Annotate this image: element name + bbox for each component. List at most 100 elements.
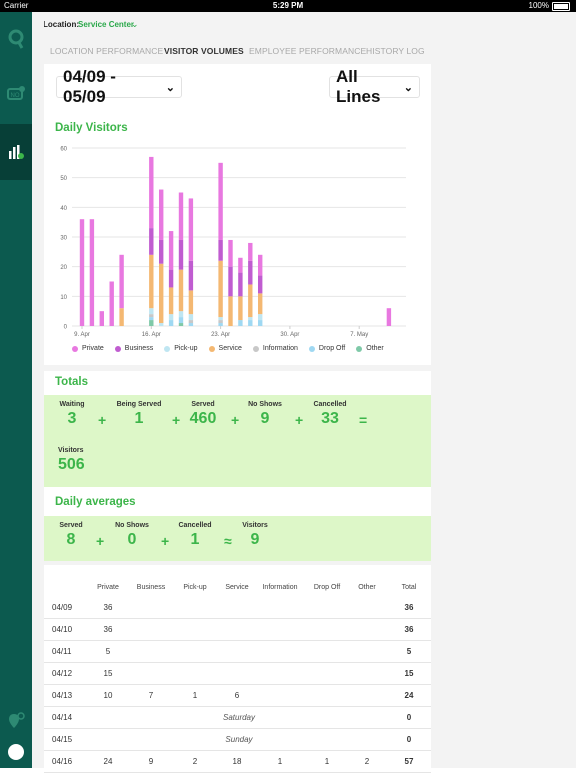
- legend-item[interactable]: Private: [72, 345, 104, 352]
- legend-item[interactable]: Pick-up: [164, 345, 198, 352]
- tab-employee-performance[interactable]: EMPLOYEE PERFORMANCE: [249, 46, 367, 56]
- legend-item[interactable]: Service: [208, 345, 242, 352]
- bar-segment-private: [228, 239, 233, 267]
- y-tick-label: 30: [60, 236, 67, 242]
- chart-legend: Private Business Pick-up Service Information…: [72, 345, 384, 352]
- y-tick-label: 60: [60, 147, 67, 153]
- date-range-selector[interactable]: 04/09 - 05/09 ⌄: [56, 67, 182, 106]
- tab-location-performance[interactable]: LOCATION PERFORMANCE: [50, 46, 164, 56]
- bar-segment-drop-off: [149, 317, 154, 321]
- bar-segment-business: [228, 266, 233, 297]
- plus-operator: +: [96, 533, 105, 549]
- bar-segment-private: [79, 219, 85, 326]
- stat-label: Waiting: [59, 401, 85, 408]
- bar-segment-information: [218, 320, 223, 324]
- bar-segment-service: [159, 263, 164, 324]
- legend-item[interactable]: Information: [252, 345, 298, 352]
- legend-swatch: [164, 345, 171, 352]
- bar-segment-service: [178, 269, 184, 312]
- stat-value: 0: [127, 531, 137, 548]
- tab-bar: LOCATION PERFORMANCE VISITOR VOLUMES EMP…: [44, 40, 431, 64]
- stat-value: 1: [134, 410, 144, 427]
- column-header: Business: [136, 584, 166, 591]
- legend-item[interactable]: Drop Off: [308, 345, 345, 352]
- bar-segment-private: [119, 254, 124, 309]
- bar-segment-service: [119, 308, 124, 326]
- bar-segment-private: [188, 198, 194, 261]
- bar-segment-business: [178, 239, 184, 270]
- row-date: 04/09: [52, 603, 73, 612]
- row-total: 57: [404, 757, 414, 766]
- row-date: 04/11: [52, 647, 72, 656]
- table-row[interactable]: 04/13 10 7 1 6 24: [44, 684, 431, 707]
- table-row[interactable]: 04/11 5 5: [44, 640, 431, 663]
- bar-segment-service: [188, 290, 194, 315]
- sidebar-item-statistics[interactable]: [0, 124, 37, 180]
- row-weekday: Saturday: [222, 713, 256, 722]
- table-row[interactable]: 04/10 36 36: [44, 618, 431, 641]
- location-pin-icon[interactable]: [0, 710, 32, 732]
- legend-item[interactable]: Other: [356, 345, 384, 352]
- location-label: Location:: [43, 20, 79, 29]
- queue-ticket-icon[interactable]: NO: [0, 82, 32, 108]
- chevron-down-icon[interactable]: ⌄: [131, 19, 139, 29]
- clock: 5:29 PM: [272, 1, 304, 10]
- stat-value: 506: [58, 456, 85, 473]
- row-date: 04/14: [52, 713, 73, 722]
- row-cell: 24: [103, 757, 113, 766]
- stat-label: Cancelled: [178, 522, 212, 529]
- daily-averages-panel: Served 8 + No Shows 0 + Cancelled 1 ≈ Vi…: [44, 516, 431, 561]
- row-cell: 5: [105, 647, 111, 656]
- bar-segment-private: [149, 156, 154, 229]
- bar-segment-business: [238, 272, 243, 297]
- y-tick-label: 40: [60, 206, 67, 212]
- lines-selector[interactable]: All Lines ⌄: [329, 67, 420, 106]
- bar-segment-private: [218, 162, 223, 240]
- x-tick-label: 7. May: [350, 332, 368, 338]
- table-row[interactable]: 04/15 Sunday 0: [44, 728, 431, 751]
- avg-no-shows: No Shows 0: [112, 522, 152, 549]
- table-row[interactable]: 04/16 24 9 2 18 1 1 2 57: [44, 750, 431, 773]
- legend-swatch: [252, 345, 259, 352]
- bar-segment-business: [248, 260, 253, 285]
- y-tick-label: 20: [60, 265, 67, 271]
- row-date: 04/16: [52, 757, 73, 766]
- bar-segment-private: [248, 242, 253, 261]
- row-cell: 1: [277, 757, 283, 766]
- x-tick-label: 30. Apr: [280, 332, 299, 338]
- table-row[interactable]: 04/09 36 36: [44, 596, 431, 619]
- row-cell: 1: [324, 757, 330, 766]
- bar-segment-private: [178, 192, 184, 240]
- column-header: Service: [225, 584, 249, 591]
- bar-segment-information: [188, 320, 194, 324]
- y-tick-label: 0: [64, 325, 68, 331]
- tab-visitor-volumes[interactable]: VISITOR VOLUMES: [164, 46, 244, 56]
- column-header: Information: [262, 584, 298, 591]
- stat-being-served: Being Served 1: [114, 401, 164, 428]
- location-selector[interactable]: Service Center: [78, 20, 135, 29]
- table-row[interactable]: 04/12 15 15: [44, 662, 431, 685]
- carrier-label: Carrier: [4, 1, 29, 10]
- date-range-value: 04/09 - 05/09: [63, 67, 116, 106]
- legend-label: Information: [262, 345, 298, 352]
- app-logo-icon[interactable]: [0, 26, 32, 52]
- bar-segment-private: [99, 311, 104, 326]
- bar-segment-pick-up: [188, 314, 194, 321]
- section-divider: [44, 561, 431, 565]
- sidebar: NO: [0, 12, 37, 768]
- column-header: Other: [358, 584, 376, 591]
- user-avatar[interactable]: [0, 742, 32, 762]
- y-tick-label: 10: [60, 295, 67, 301]
- row-cell: 18: [232, 757, 242, 766]
- stat-value: 3: [67, 410, 77, 427]
- legend-item[interactable]: Business: [114, 345, 153, 352]
- column-header: Total: [401, 584, 417, 591]
- table-row[interactable]: 04/14 Saturday 0: [44, 706, 431, 729]
- avg-cancelled: Cancelled 1: [176, 522, 214, 549]
- bar-segment-private: [258, 254, 263, 276]
- bar-segment-business: [149, 228, 154, 255]
- tab-history-log[interactable]: HISTORY LOG: [366, 46, 425, 56]
- stat-label: Visitors: [242, 522, 268, 529]
- bar-segment-private: [159, 189, 164, 240]
- row-total: 0: [406, 713, 412, 722]
